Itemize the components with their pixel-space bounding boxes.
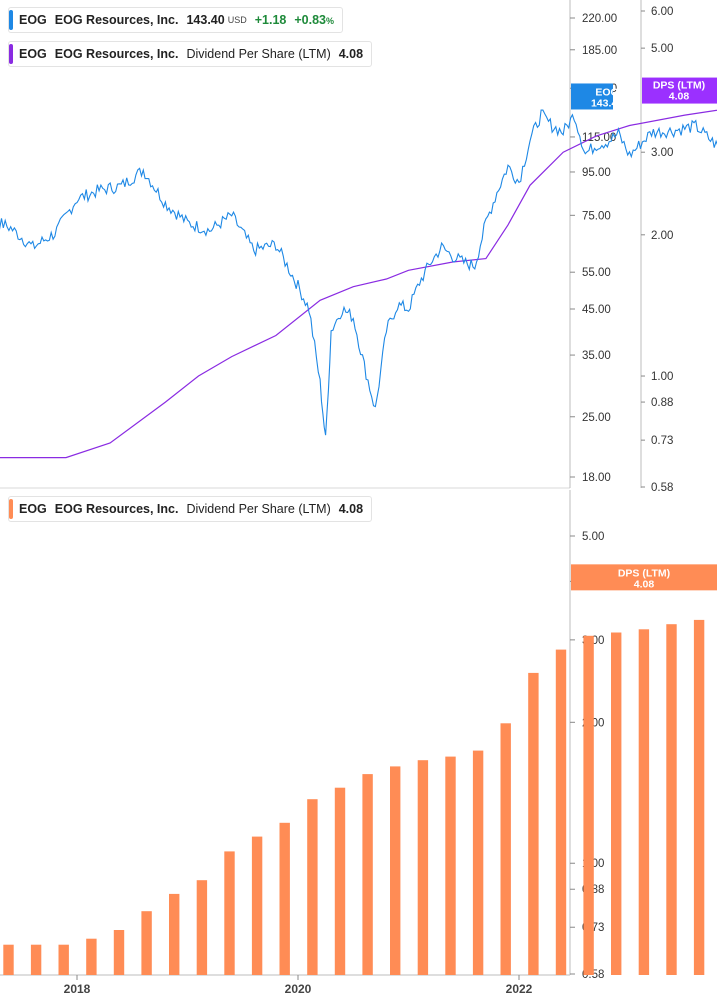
price-axis-tick-label: 45.00	[582, 304, 611, 316]
dps-bar	[334, 787, 346, 975]
dps-top-badge-bg	[642, 77, 717, 104]
price-axis-tick-label: 25.00	[582, 412, 611, 424]
dps-bar	[555, 649, 567, 975]
dps-axis-tick-label: 2.00	[651, 230, 673, 242]
legend-dps-bottom-metric: Dividend Per Share (LTM)	[186, 502, 331, 516]
dps-axis-tick-label: 5.00	[651, 43, 673, 55]
dps-bar	[417, 760, 429, 975]
dps-bar	[279, 822, 290, 975]
dps-top-badge-label: DPS (LTM)	[653, 80, 705, 92]
dps-bar	[169, 893, 180, 975]
dps-bottom-badge-bg	[571, 564, 717, 591]
legend-price-change: +1.18	[254, 13, 287, 27]
time-axis-tick-label: 2018	[64, 982, 91, 996]
dps-bar	[3, 944, 14, 975]
dps-bar	[390, 766, 401, 975]
bar-axis-tick-label: 5.00	[582, 531, 604, 543]
legend-dps-top-ticker: EOG	[19, 47, 47, 61]
legend-price-change-pct: +0.83%	[294, 13, 335, 27]
legend-price-color-bar	[9, 10, 13, 30]
time-axis-tick-label: 2020	[285, 982, 312, 996]
dps-bar	[666, 624, 677, 975]
dps-bar	[362, 774, 373, 975]
dps-bar	[224, 851, 235, 975]
dps-axis-tick-label: 6.00	[651, 6, 673, 18]
dps-bar	[58, 944, 69, 975]
price-badge-label: EOG	[595, 86, 618, 98]
dps-bar	[113, 930, 125, 975]
legend-price-company: EOG Resources, Inc.	[54, 13, 179, 27]
dps-bar	[500, 723, 511, 975]
dps-axis-tick-label: 0.58	[651, 482, 673, 494]
dps-bar	[445, 756, 456, 975]
eog-price-line	[0, 109, 717, 436]
dps-axis-tick-label: 3.00	[651, 147, 673, 159]
legend-dps-bottom-color-bar	[9, 499, 13, 519]
dps-bar	[472, 750, 484, 975]
price-axis-tick-label: 115.00	[582, 132, 616, 144]
dps-bar	[86, 938, 97, 975]
dps-top-badge-value: 4.08	[669, 91, 690, 103]
dps-bar	[611, 632, 622, 975]
dps-axis-tick-label: 0.88	[651, 397, 673, 409]
price-axis-tick-label: 18.00	[582, 472, 611, 484]
legend-price-ticker: EOG	[19, 13, 47, 27]
dps-bar	[196, 880, 208, 975]
price-axis-tick-label: 55.00	[582, 267, 611, 279]
price-axis-tick-label: 95.00	[582, 167, 611, 179]
legend-dps-top-metric: Dividend Per Share (LTM)	[186, 47, 331, 61]
time-axis-tick-label: 2022	[506, 982, 533, 996]
legend-dps-top[interactable]: EOG EOG Resources, Inc. Dividend Per Sha…	[8, 41, 373, 67]
dps-ltm-line	[0, 109, 717, 459]
bottom-dps-panel: 5.004.003.002.001.000.880.730.5820182020…	[0, 490, 717, 996]
dps-bar	[638, 629, 650, 975]
dps-axis-tick-label: 1.00	[651, 371, 673, 383]
dps-bar	[307, 799, 318, 975]
dps-bar	[528, 672, 539, 975]
dps-bottom-badge-value: 4.08	[634, 578, 655, 590]
legend-price-currency: USD	[227, 15, 247, 25]
dps-bar	[251, 836, 263, 975]
legend-dps-bottom-company: EOG Resources, Inc.	[54, 502, 179, 516]
dps-bar	[693, 619, 705, 975]
legend-dps-bottom[interactable]: EOG EOG Resources, Inc. Dividend Per Sha…	[8, 496, 373, 522]
legend-price-value: 143.40	[186, 13, 225, 27]
legend-dps-top-company: EOG Resources, Inc.	[54, 47, 179, 61]
dps-bar	[583, 635, 594, 975]
dps-bar	[141, 911, 152, 975]
price-badge-bg	[571, 83, 613, 110]
price-axis-tick-label: 220.00	[582, 13, 617, 25]
price-axis-tick-label: 75.00	[582, 210, 611, 222]
legend-price[interactable]: EOG EOG Resources, Inc. 143.40 USD +1.18…	[8, 7, 344, 33]
price-axis-tick-label: 35.00	[582, 350, 611, 362]
top-price-panel: 220.00185.00150.00115.0095.0075.0055.004…	[0, 0, 717, 494]
legend-dps-bottom-value: 4.08	[338, 502, 364, 516]
price-axis-tick-label: 185.00	[582, 45, 617, 57]
legend-dps-top-value: 4.08	[338, 47, 364, 61]
legend-dps-bottom-ticker: EOG	[19, 502, 47, 516]
legend-dps-top-color-bar	[9, 44, 13, 64]
dps-bar	[30, 944, 42, 975]
dps-bottom-badge-label: DPS (LTM)	[618, 567, 670, 579]
dps-axis-tick-label: 0.73	[651, 435, 673, 447]
price-badge-value: 143.40	[591, 97, 623, 109]
